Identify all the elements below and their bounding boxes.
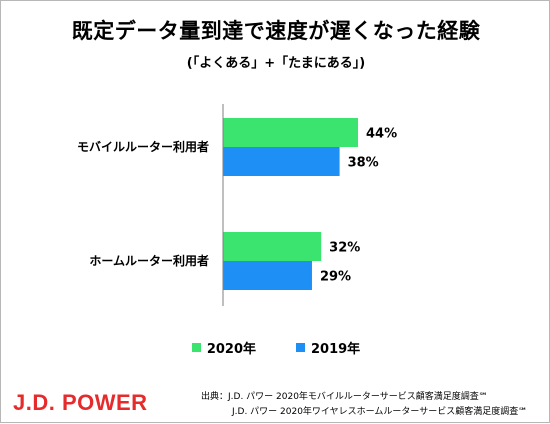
legend-swatch-2020: [191, 343, 201, 352]
legend: 2020年 2019年: [1, 338, 550, 357]
data-label-2020年-0: 44%: [366, 127, 397, 142]
category-label-1: ホームルーター利用者: [89, 253, 209, 268]
source-line-2: J.D. パワー 2020年ワイヤレスホームルーターサービス顧客満足度調査℠: [232, 407, 528, 417]
data-label-2019年-1: 29%: [320, 270, 351, 285]
source-note: 出典：J.D. パワー 2020年モバイルルーターサービス顧客満足度調査℠ J.…: [201, 390, 527, 420]
legend-label-2019: 2019年: [311, 342, 361, 357]
legend-item-2019: 2019年: [296, 338, 360, 357]
legend-item-2020: 2020年: [191, 338, 256, 357]
bar-2019年-1: [223, 261, 312, 290]
data-label-2020年-1: 32%: [329, 241, 360, 256]
category-label-0: モバイルルーター利用者: [77, 139, 209, 154]
bar-2020年-0: [223, 118, 358, 147]
bar-2020年-1: [223, 232, 322, 261]
chart-subtitle: (「よくある」+「たまにある」): [186, 56, 366, 71]
chart-title: 既定データ量到達で速度が遅くなった経験: [71, 19, 481, 43]
data-label-2019年-0: 38%: [348, 156, 379, 171]
legend-swatch-2019: [296, 343, 305, 352]
jd-power-logo: J.D. POWER: [13, 390, 148, 415]
bar-2019年-0: [223, 147, 340, 176]
legend-label-2020: 2020年: [206, 342, 256, 357]
source-line-1: 出典：J.D. パワー 2020年モバイルルーターサービス顧客満足度調査℠: [201, 392, 488, 402]
